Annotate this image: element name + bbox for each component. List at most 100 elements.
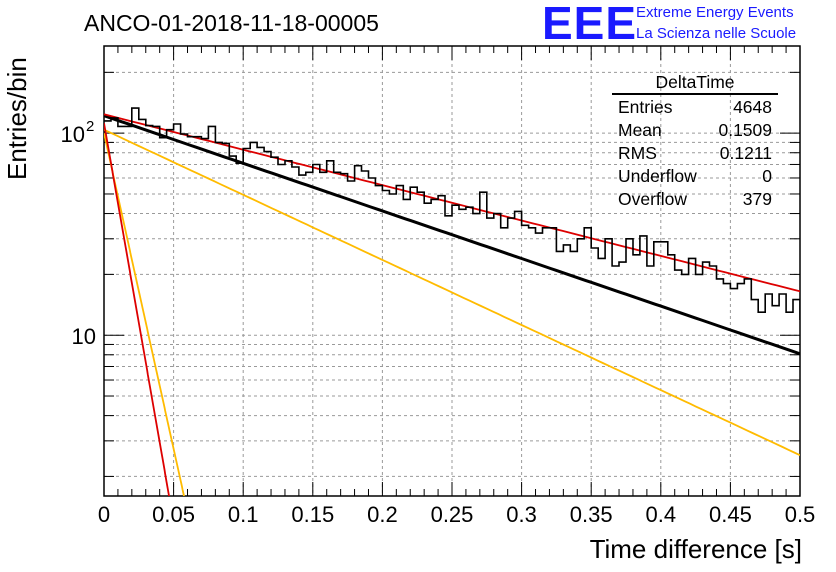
histogram-bin [633,255,640,496]
histogram-bin [250,142,257,496]
histogram-bin [355,166,362,496]
stats-value: 0.1509 [718,120,772,140]
histogram-bin [424,203,431,496]
histogram-bin [689,258,696,496]
histogram-bin [800,319,807,496]
x-tick-label: 0.45 [709,502,752,527]
histogram-bin [626,239,633,496]
histogram-outline [104,107,800,320]
x-tick-label: 0.25 [431,502,474,527]
histogram-bin [786,312,793,496]
y-tick-exponent: 2 [86,118,94,135]
histogram-bin [285,161,292,496]
histogram-bin [368,178,375,496]
histogram-bin [431,199,438,496]
histogram-bin [675,270,682,496]
fit-curve-lower-fast [104,133,185,496]
histogram-bin [793,300,800,496]
x-tick-label: 0.4 [646,502,677,527]
histogram-bin [452,205,459,496]
data-layer [104,107,835,496]
stats-row-underflow: Underflow 0 [612,165,778,188]
histogram-bin [515,211,522,496]
histogram-bin [160,138,167,496]
histogram-bin [661,242,668,496]
histogram-bin [334,172,341,496]
x-tick-label: 0.3 [506,502,537,527]
histogram-bin [536,233,543,496]
y-tick-label: 10 [72,324,96,349]
histogram-bin [459,209,466,496]
fit-curve-upper-slow [104,113,800,293]
histogram-bin [313,164,320,496]
chart-title: ANCO-01-2018-11-18-00005 [84,10,379,36]
grid [104,46,800,496]
histogram-bin [229,156,236,496]
x-axis-label: Time difference [s] [589,534,802,564]
histogram-bin [682,274,689,496]
stats-box: DeltaTime Entries 4648 Mean 0.1509 RMS 0… [612,71,778,211]
stats-label: Overflow [618,189,688,209]
histogram-bin [619,262,626,496]
x-tick-label: 0.2 [367,502,398,527]
stats-row-overflow: Overflow 379 [612,188,778,211]
stats-value: 0 [762,166,772,186]
stats-title: DeltaTime [612,71,778,95]
stats-label: RMS [618,143,657,163]
histogram-bin [104,121,111,496]
histogram-bin [257,147,264,496]
histogram-bin [306,172,313,496]
x-tick-label: 0.35 [570,502,613,527]
histogram-bin [487,218,494,496]
stats-value: 4648 [733,97,772,117]
histogram-bin [466,207,473,496]
histogram-bin [264,152,271,496]
histogram-bin [292,167,299,496]
y-axis-label: Entries/bin [2,57,32,180]
histogram-bin [584,228,591,496]
histogram-bin [703,262,710,496]
histogram-bin [737,284,744,496]
histogram-bin [744,279,751,496]
histogram-bin [201,139,208,496]
stats-row-entries: Entries 4648 [612,96,778,119]
histogram-bin [396,186,403,496]
histogram-bin [438,196,445,496]
histogram-bin [522,225,529,496]
histogram-bin [828,306,835,496]
x-tick-label: 0.05 [152,502,195,527]
histogram-bin [716,279,723,496]
eee-logo-line1: Extreme Energy Events [636,4,794,21]
eee-logo-line2: La Scienza nelle Scuole [636,25,797,42]
histogram-bin [723,284,730,496]
axis-ticks [103,46,801,496]
histogram-bin [410,187,417,496]
histogram-bin [188,137,195,496]
histogram-bin [403,199,410,496]
histogram-bin [243,148,250,496]
fit-curve-fit-total [104,114,800,356]
histogram-bin [563,245,570,496]
histogram-bin [181,134,188,496]
histogram-bin [751,300,758,496]
histogram-bin [111,118,118,496]
histogram-bin [174,124,181,496]
histogram-bin [529,228,536,496]
x-tick-label: 0.15 [291,502,334,527]
stats-label: Entries [618,97,673,117]
histogram-bin [814,294,821,496]
eee-logo-mark: EEE [542,0,638,49]
histogram-bin [807,300,814,496]
x-tick-label: 0.5 [785,502,816,527]
histogram-bin [327,161,334,496]
histogram-bin [779,294,786,496]
histogram-bin [730,289,737,496]
histogram-bin [194,137,201,496]
stats-label: Mean [618,120,662,140]
histogram-bin [222,143,229,496]
y-tick-label: 10 [61,122,85,147]
histogram-bin [765,294,772,496]
histogram-bin [348,181,355,496]
histogram-bin [445,216,452,496]
